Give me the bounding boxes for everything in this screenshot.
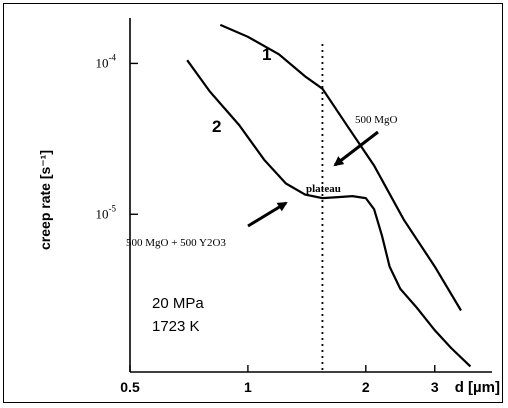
series-1-material-label: 500 MgO bbox=[355, 114, 398, 126]
series-2-label: 2 bbox=[212, 117, 221, 136]
chart-frame bbox=[3, 3, 503, 403]
y-tick-label-1: 10-5 bbox=[96, 203, 117, 221]
series-1-label: 1 bbox=[262, 45, 271, 64]
x-tick-label-1: 1 bbox=[244, 379, 252, 395]
x-tick-label-2: 2 bbox=[362, 379, 370, 395]
series-1-arrow bbox=[333, 130, 379, 167]
series-1-line bbox=[219, 23, 462, 312]
stress-label: 20 MPa bbox=[152, 295, 204, 312]
x-tick-label-3: 3 bbox=[431, 379, 439, 395]
series-2-arrow bbox=[247, 201, 288, 228]
y-tick-label-0: 10-4 bbox=[96, 52, 117, 70]
x-tick-label-0: 0.5 bbox=[120, 379, 140, 395]
x-axis-label: d [µm] bbox=[455, 379, 500, 396]
y-axis-label: creep rate [s⁻¹] bbox=[37, 150, 53, 250]
temperature-label: 1723 K bbox=[152, 318, 200, 335]
series-2-line bbox=[186, 59, 472, 368]
plateau-label: plateau bbox=[306, 183, 341, 195]
series-2-material-label: 500 MgO + 500 Y2O3 bbox=[126, 237, 226, 249]
